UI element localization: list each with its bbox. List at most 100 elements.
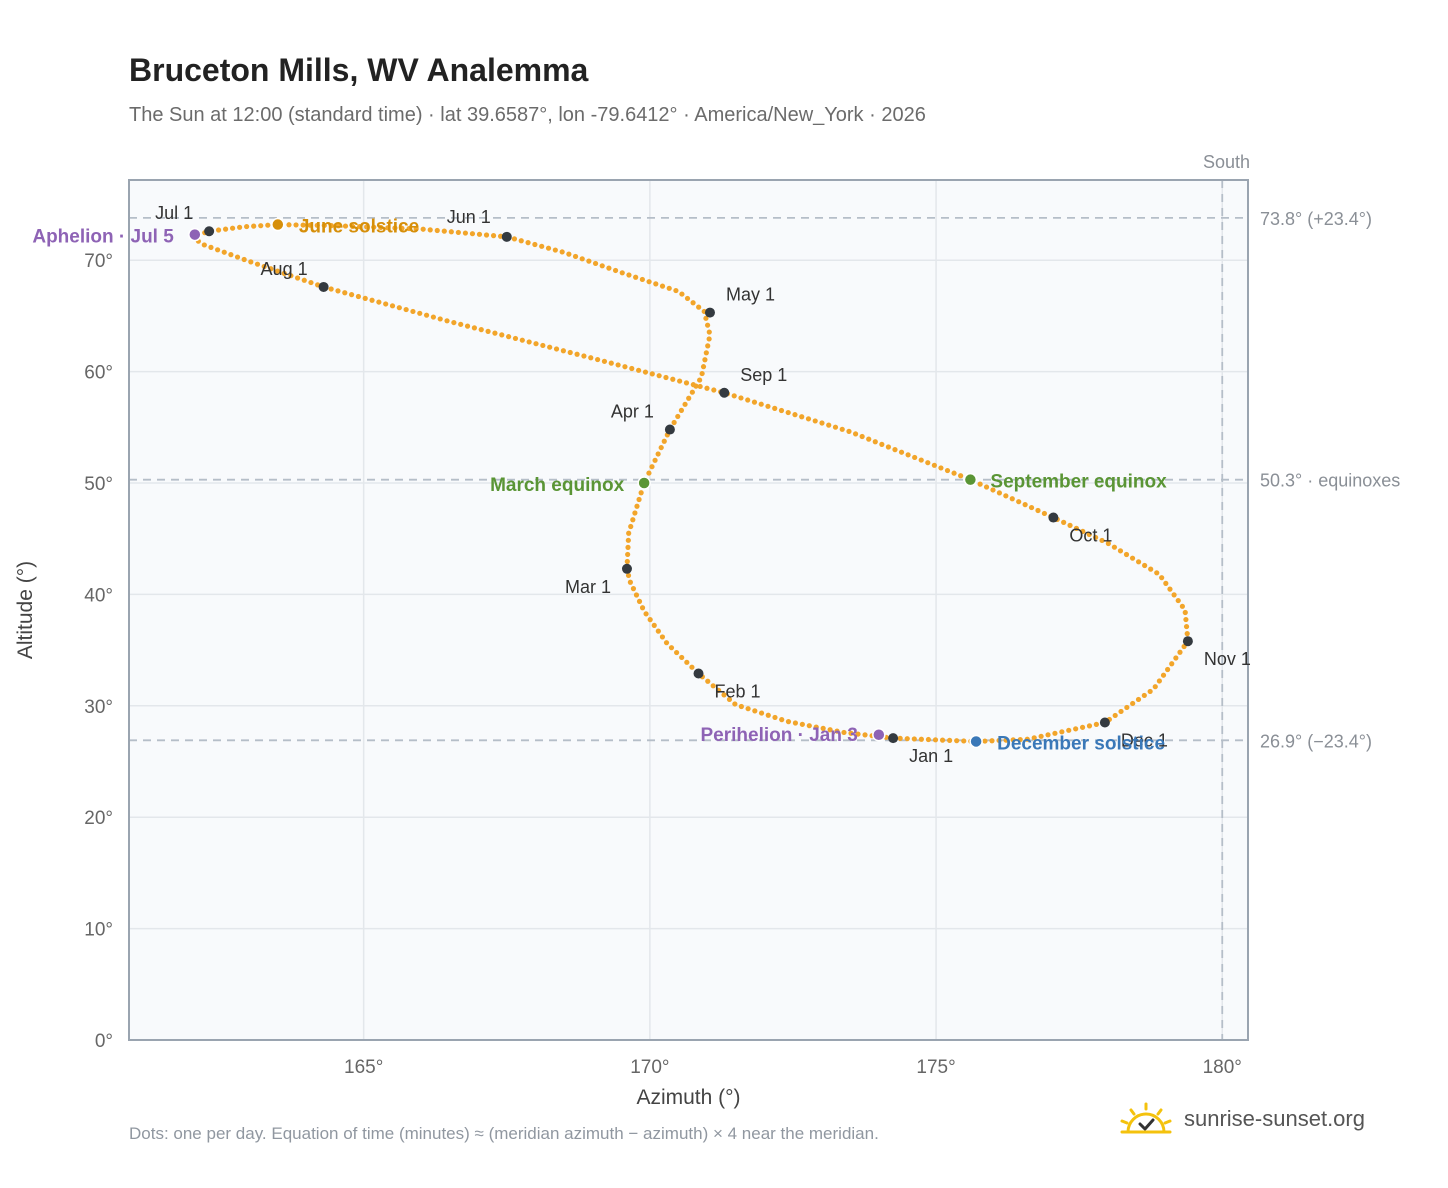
- daily-sun-dot: [485, 328, 491, 334]
- daily-sun-dot: [1112, 712, 1118, 719]
- daily-sun-dot: [663, 640, 670, 646]
- daily-sun-dot: [925, 460, 931, 466]
- x-tick-label: 175°: [916, 1057, 955, 1078]
- daily-sun-dot: [619, 270, 625, 276]
- daily-sun-dot: [738, 395, 744, 401]
- month-label: May 1: [726, 285, 775, 305]
- daily-sun-dot: [1067, 522, 1073, 528]
- daily-sun-dot: [683, 380, 690, 386]
- month-label: Sep 1: [740, 365, 787, 385]
- daily-sun-dot: [492, 330, 498, 336]
- daily-sun-dot: [912, 454, 918, 461]
- daily-sun-dot: [703, 350, 709, 356]
- daily-sun-dot: [540, 342, 546, 349]
- daily-sun-dot: [778, 407, 785, 414]
- daily-sun-dot: [670, 376, 676, 382]
- daily-sun-dot: [1182, 609, 1188, 616]
- daily-sun-dot: [286, 222, 292, 228]
- x-tick-label: 170°: [630, 1057, 669, 1078]
- daily-sun-dot: [765, 403, 771, 409]
- daily-sun-dot: [652, 457, 658, 463]
- daily-sun-dot: [1031, 735, 1037, 741]
- daily-sun-dot: [1022, 502, 1028, 508]
- daily-sun-dot: [342, 223, 349, 229]
- daily-sun-dot: [1028, 504, 1035, 511]
- daily-sun-dot: [1045, 732, 1051, 738]
- reference-line-label: 26.9° (−23.4°): [1260, 731, 1372, 751]
- brand[interactable]: sunrise-sunset.org: [1118, 1102, 1365, 1136]
- daily-sun-dot: [705, 678, 711, 684]
- daily-sun-dot: [308, 279, 314, 286]
- daily-sun-dot: [1009, 496, 1015, 502]
- daily-sun-dot: [772, 405, 778, 411]
- daily-sun-dot: [690, 300, 696, 306]
- daily-sun-dot: [647, 617, 653, 623]
- daily-sun-dot: [328, 223, 334, 229]
- daily-sun-dot: [686, 395, 692, 401]
- month-marker: [501, 231, 512, 242]
- daily-sun-dot: [579, 256, 585, 262]
- daily-sun-dot: [559, 249, 565, 255]
- daily-sun-dot: [314, 222, 320, 228]
- daily-sun-dot: [706, 336, 712, 342]
- daily-sun-dot: [1073, 525, 1080, 531]
- daily-sun-dot: [355, 293, 362, 300]
- daily-sun-dot: [268, 266, 274, 272]
- month-label: Nov 1: [1204, 649, 1251, 669]
- daily-sun-dot: [872, 439, 878, 445]
- daily-sun-dot: [625, 537, 631, 543]
- daily-sun-dot: [671, 419, 677, 426]
- daily-sun-dot: [288, 273, 294, 279]
- daily-sun-dot: [661, 438, 667, 444]
- daily-sun-dot: [636, 496, 642, 503]
- daily-sun-dot: [639, 605, 646, 611]
- daily-sun-dot: [389, 303, 396, 309]
- daily-sun-dot: [954, 738, 960, 744]
- daily-sun-dot: [655, 451, 661, 457]
- month-marker: [704, 307, 715, 318]
- daily-sun-dot: [300, 222, 306, 228]
- month-label: Dec 1: [1121, 731, 1168, 751]
- daily-sun-dot: [832, 424, 839, 430]
- daily-sun-dot: [1154, 570, 1160, 576]
- event-label: June solstice: [299, 217, 419, 238]
- x-tick-label: 165°: [344, 1057, 383, 1078]
- y-tick-label: 0°: [95, 1031, 113, 1052]
- daily-sun-dot: [451, 319, 457, 326]
- daily-sun-dot: [630, 586, 637, 592]
- y-tick-label: 50°: [84, 474, 113, 495]
- month-marker: [888, 733, 899, 744]
- daily-sun-dot: [406, 225, 412, 232]
- daily-sun-dot: [765, 712, 771, 718]
- sun-check-icon: [1120, 1102, 1172, 1134]
- daily-sun-dot: [244, 223, 250, 230]
- daily-sun-dot: [932, 737, 939, 743]
- y-axis-title: Altitude (°): [14, 561, 37, 659]
- daily-sun-dot: [215, 227, 222, 233]
- daily-sun-dot: [506, 334, 512, 340]
- daily-sun-dot: [274, 268, 281, 274]
- x-axis-title: Azimuth (°): [636, 1086, 740, 1109]
- daily-sun-dot: [855, 731, 861, 737]
- daily-sun-dot: [254, 261, 261, 267]
- daily-sun-dot: [1130, 700, 1136, 707]
- daily-sun-dot: [599, 263, 605, 269]
- daily-sun-dot: [905, 452, 911, 458]
- daily-sun-dot: [371, 224, 377, 230]
- event-marker: [872, 728, 886, 742]
- daily-sun-dot: [228, 252, 234, 258]
- daily-sun-dot: [444, 318, 450, 324]
- daily-sun-dot: [592, 260, 599, 267]
- daily-sun-dot: [700, 364, 707, 370]
- daily-sun-dot: [1183, 623, 1190, 630]
- chart-subtitle: The Sun at 12:00 (standard time) · lat 3…: [129, 104, 926, 126]
- month-marker: [204, 226, 215, 237]
- daily-sun-dot: [627, 579, 633, 585]
- month-marker: [1182, 636, 1193, 647]
- daily-sun-dot: [1123, 551, 1130, 558]
- daily-sun-dot: [996, 490, 1003, 496]
- plot-frame: [128, 179, 1249, 1041]
- daily-sun-dot: [1038, 733, 1044, 739]
- y-tick-label: 10°: [84, 920, 113, 941]
- daily-sun-dot: [1035, 507, 1041, 514]
